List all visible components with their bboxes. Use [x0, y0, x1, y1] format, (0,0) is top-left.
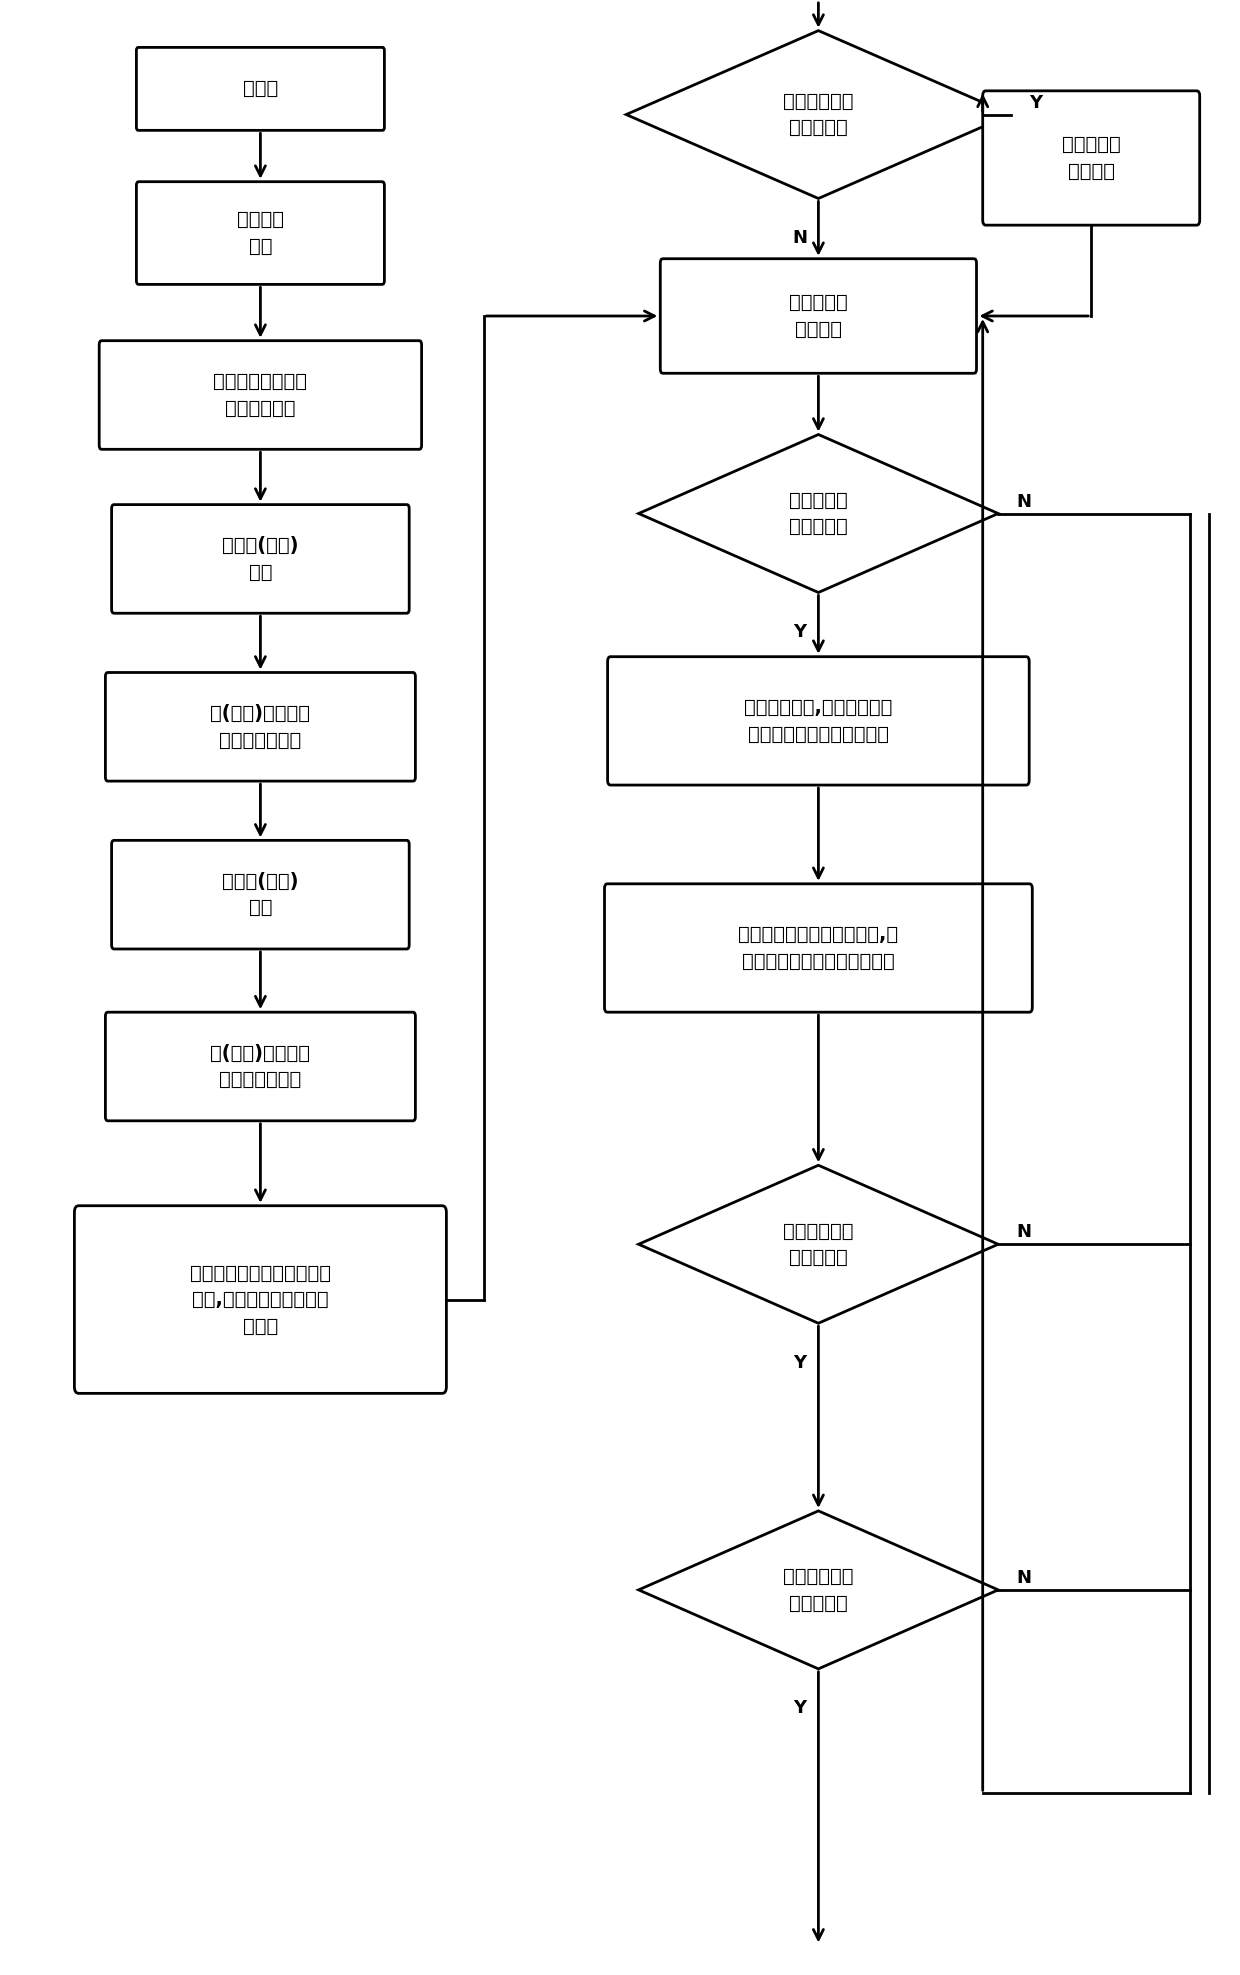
Text: 初始化: 初始化 — [243, 79, 278, 99]
Text: 是否开启剩余
量报警功能: 是否开启剩余 量报警功能 — [784, 1221, 853, 1268]
Text: 连接满(或空)
胶桶: 连接满(或空) 胶桶 — [222, 535, 299, 583]
FancyBboxPatch shape — [105, 1011, 415, 1120]
Text: 设定剩余量
报警阈值: 设定剩余量 报警阈值 — [1061, 134, 1121, 182]
Polygon shape — [626, 32, 1011, 198]
Text: 是否胶液量低
于报警阈值: 是否胶液量低 于报警阈值 — [784, 1566, 853, 1614]
Text: Y: Y — [794, 1698, 806, 1718]
Text: 连接存有胶
液的胶桶: 连接存有胶 液的胶桶 — [789, 292, 848, 340]
FancyBboxPatch shape — [136, 182, 384, 284]
FancyBboxPatch shape — [136, 47, 384, 130]
Text: 基于胶桶满和空时的已采集
波形,完成标定参数的计算
和存储: 基于胶桶满和空时的已采集 波形,完成标定参数的计算 和存储 — [190, 1264, 331, 1335]
Text: 执行点胶作业,同时采集气压
波形并预测当前胶液剩余量: 执行点胶作业,同时采集气压 波形并预测当前胶液剩余量 — [744, 697, 893, 745]
FancyBboxPatch shape — [112, 839, 409, 948]
Text: N: N — [1017, 1568, 1032, 1588]
Text: N: N — [792, 229, 807, 247]
FancyBboxPatch shape — [608, 656, 1029, 784]
Text: 连接空(或满)
胶桶: 连接空(或满) 胶桶 — [222, 871, 299, 918]
FancyBboxPatch shape — [112, 504, 409, 612]
Text: 设定点胶
参数: 设定点胶 参数 — [237, 209, 284, 257]
FancyBboxPatch shape — [74, 1205, 446, 1394]
Text: Y: Y — [1029, 93, 1043, 113]
Text: Y: Y — [794, 1353, 806, 1373]
Text: N: N — [1017, 1223, 1032, 1242]
FancyBboxPatch shape — [105, 672, 415, 780]
FancyBboxPatch shape — [660, 259, 977, 373]
FancyBboxPatch shape — [982, 91, 1200, 225]
Polygon shape — [639, 434, 998, 592]
Text: 基于预测的当前胶液剩余量,进
行出胶参数的修正和自动更新: 基于预测的当前胶液剩余量,进 行出胶参数的修正和自动更新 — [738, 924, 899, 972]
FancyBboxPatch shape — [605, 885, 1032, 1011]
Polygon shape — [639, 1511, 998, 1669]
Text: Y: Y — [794, 622, 806, 642]
Text: 空(或满)胶桶的工
作气压波形采集: 空(或满)胶桶的工 作气压波形采集 — [211, 1043, 310, 1090]
Text: N: N — [1017, 492, 1032, 512]
FancyBboxPatch shape — [99, 340, 422, 448]
Text: 满(或空)胶桶的工
作气压波形采集: 满(或空)胶桶的工 作气压波形采集 — [211, 703, 310, 751]
Text: 是否开启剩余
量报警功能: 是否开启剩余 量报警功能 — [784, 91, 853, 138]
Text: 进入胶桶内胶液剩
余量标定模式: 进入胶桶内胶液剩 余量标定模式 — [213, 371, 308, 419]
Text: 是否收到点
胶触发信号: 是否收到点 胶触发信号 — [789, 490, 848, 537]
Polygon shape — [639, 1165, 998, 1323]
